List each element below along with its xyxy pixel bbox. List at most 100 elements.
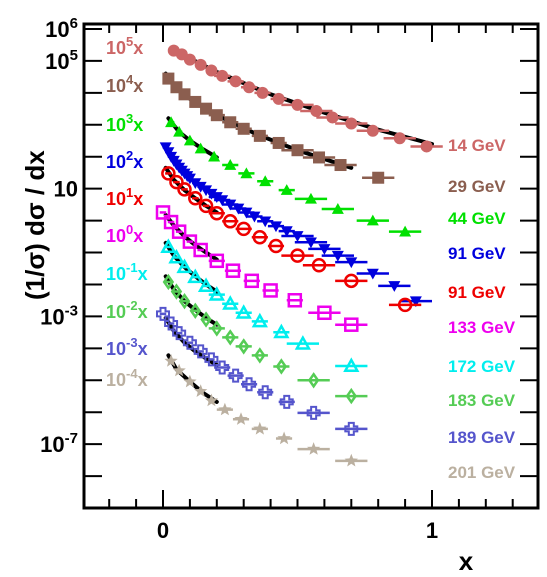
- data-point: [253, 129, 266, 142]
- data-point: [254, 347, 266, 364]
- data-point: [200, 185, 213, 197]
- data-point: [399, 225, 412, 237]
- data-point: [229, 75, 242, 88]
- data-point: [344, 421, 359, 436]
- data-point: [171, 224, 187, 239]
- scale-factor-label: 104x: [106, 72, 143, 96]
- y-tick-label: 10-3: [40, 302, 78, 329]
- data-point: [279, 394, 294, 409]
- data-point: [304, 192, 317, 204]
- data-point: [287, 293, 303, 308]
- data-point: [334, 159, 347, 172]
- data-point: [343, 357, 360, 373]
- data-point: [258, 385, 273, 400]
- data-point: [236, 221, 251, 237]
- data-point: [344, 317, 359, 332]
- scale-factor-label: 10-2x: [106, 298, 148, 322]
- data-point: [294, 335, 312, 350]
- data-point: [259, 216, 272, 228]
- data-point: [211, 320, 223, 337]
- data-point: [256, 86, 269, 99]
- data-point: [197, 277, 215, 292]
- data-point: [248, 211, 261, 223]
- data-point: [224, 329, 236, 346]
- energy-label: 91 GeV: [448, 283, 506, 302]
- data-point: [366, 214, 379, 226]
- data-point: [163, 214, 179, 230]
- data-point: [243, 81, 256, 94]
- data-point: [345, 257, 358, 269]
- data-point: [234, 412, 248, 425]
- data-point: [200, 102, 213, 115]
- data-point: [205, 188, 218, 200]
- data-point: [205, 64, 218, 77]
- data-point: [209, 205, 225, 221]
- data-point: [313, 151, 326, 164]
- energy-label: 172 GeV: [448, 357, 516, 376]
- data-point: [259, 175, 272, 187]
- fit-curve: [166, 116, 219, 160]
- data-point: [366, 268, 379, 280]
- data-point: [252, 230, 268, 245]
- data-point: [224, 116, 237, 129]
- data-point: [409, 296, 422, 308]
- energy-label: 189 GeV: [448, 428, 516, 447]
- data-point: [177, 182, 192, 197]
- data-point: [244, 273, 260, 289]
- data-point: [173, 125, 186, 137]
- data-point: [225, 263, 241, 278]
- data-point: [155, 205, 171, 220]
- data-point: [331, 250, 344, 262]
- data-point: [280, 226, 293, 238]
- scale-factor-label: 10-4x: [106, 366, 148, 390]
- energy-label: 44 GeV: [448, 209, 506, 228]
- data-point: [307, 372, 320, 389]
- data-point: [326, 111, 339, 124]
- axis-tick-labels: 0 1 106 105 10 10-3 10-7: [40, 15, 438, 543]
- scale-factor-label: 10-3x: [106, 335, 148, 359]
- scale-factor-labels: 105x 104x 103x 102x 101x 100x 10-1x 10-2x 10-3x 1…: [106, 34, 148, 390]
- data-point: [176, 258, 193, 274]
- energy-label: 14 GeV: [448, 136, 506, 155]
- data-point: [273, 323, 290, 339]
- data-point: [165, 116, 178, 128]
- data-point: [194, 181, 207, 193]
- data-point: [160, 238, 177, 253]
- data-point: [189, 302, 202, 319]
- data-point: [156, 306, 170, 321]
- data-point: [240, 207, 253, 219]
- data-point: [311, 257, 327, 273]
- data-point: [237, 122, 250, 135]
- data-point: [215, 360, 230, 375]
- scale-factor-label: 105x: [106, 34, 143, 58]
- data-point: [172, 363, 186, 377]
- data-point: [193, 242, 208, 258]
- energy-label: 29 GeV: [448, 177, 506, 196]
- data-point: [204, 393, 219, 407]
- y-tick-label: 106: [45, 15, 78, 42]
- data-point: [291, 231, 304, 242]
- data-point: [222, 295, 239, 310]
- data-point: [204, 352, 219, 367]
- data-point: [224, 159, 237, 170]
- data-point: [310, 105, 323, 118]
- data-point: [268, 238, 284, 254]
- plot-frame: [82, 22, 540, 510]
- x-axis-label: x: [459, 546, 474, 576]
- data-point: [235, 304, 252, 319]
- data-point: [164, 354, 178, 367]
- data-point: [318, 244, 331, 255]
- data-point: [253, 421, 267, 435]
- data-point: [277, 431, 291, 445]
- energy-label: 201 GeV: [448, 463, 516, 482]
- data-point: [168, 248, 185, 264]
- data-point: [306, 405, 321, 420]
- scale-factor-label: 100x: [106, 222, 143, 246]
- data-point: [232, 203, 245, 215]
- data-point: [172, 326, 187, 341]
- y-tick-label: 10: [54, 177, 78, 202]
- data-point: [237, 338, 250, 355]
- data-point: [182, 335, 197, 350]
- data-point: [291, 144, 304, 157]
